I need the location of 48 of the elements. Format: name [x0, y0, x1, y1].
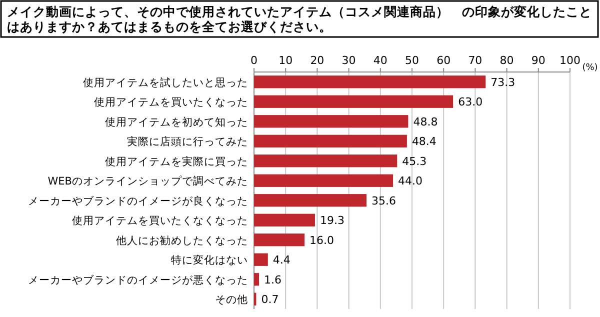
x-tick-label: 40	[373, 54, 388, 67]
y-tick-label: 他人にお勧めしたくなった	[116, 234, 248, 247]
x-tick-label: 0	[250, 54, 258, 67]
y-tick-label: 使用アイテムを初めて知った	[105, 115, 248, 128]
bar	[254, 154, 398, 168]
bar	[254, 214, 315, 226]
x-tick-label: 50	[405, 54, 419, 67]
data-label: 0.7	[261, 293, 279, 306]
bar	[254, 95, 454, 108]
y-tick-label: 使用アイテムを実際に買った	[105, 154, 248, 168]
x-tick-label: 100	[560, 54, 580, 67]
x-tick-label: 70	[468, 54, 482, 67]
data-label: 4.4	[272, 254, 290, 267]
x-tick-label: 90	[531, 54, 546, 67]
y-tick-label: 使用アイテムを試したいと思った	[83, 76, 248, 89]
x-tick-label: 30	[342, 54, 356, 67]
data-label: 35.6	[371, 194, 396, 208]
y-tick-label: 使用アイテムを買いたくなくなった	[72, 215, 248, 228]
y-tick-label: WEBのオンラインショップで調べてみた	[48, 174, 248, 188]
bar	[254, 134, 407, 148]
data-label: 44.0	[398, 174, 423, 188]
bar	[254, 115, 408, 128]
chart-title: メイク動画によって、その中で使用されていたアイテム（コスメ関連商品） の印象が変化したことはありますか？あてはまるものを全てお選びください。	[7, 4, 592, 34]
y-tick-label: 実際に店頭に行ってみた	[127, 135, 248, 148]
x-tick-label: 60	[436, 54, 451, 67]
data-label: 73.3	[490, 76, 516, 89]
y-tick-label: メーカーやブランドのイメージが悪くなった	[28, 273, 248, 286]
y-tick-label: 使用アイテムを買いたくなった	[94, 96, 248, 109]
data-label: 48.4	[412, 135, 436, 148]
y-tick-label: その他	[215, 294, 248, 306]
x-tick-label: 80	[500, 54, 514, 67]
x-tick-label: 10	[278, 54, 293, 67]
data-label: 1.6	[264, 273, 282, 286]
data-label: 16.0	[310, 234, 334, 247]
bar	[254, 194, 366, 207]
x-tick-label: 20	[310, 54, 324, 67]
bar	[254, 174, 394, 187]
data-label: 19.3	[320, 214, 344, 228]
bar	[254, 76, 486, 88]
data-label: 48.8	[413, 115, 438, 128]
data-label: 45.3	[402, 154, 427, 168]
bar	[254, 234, 305, 246]
bar	[254, 253, 268, 266]
bar	[254, 273, 260, 286]
y-tick-label: 特に変化はない	[171, 254, 248, 267]
x-axis-title: (%)	[582, 63, 598, 73]
y-tick-label: メーカーやブランドのイメージが良くなった	[28, 194, 248, 208]
data-label: 63.0	[458, 96, 483, 109]
